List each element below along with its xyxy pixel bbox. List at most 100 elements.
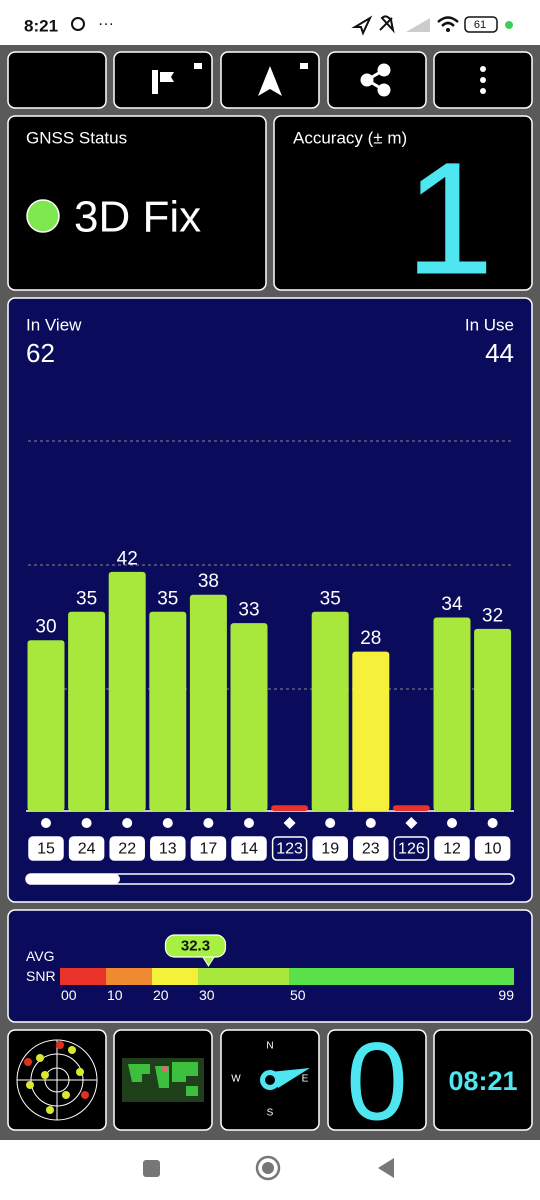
wifi-icon [437, 16, 459, 27]
speed-value: 0 [346, 1021, 407, 1144]
constellation-marker [41, 818, 51, 828]
clock-tile[interactable] [433, 1029, 533, 1131]
sat-id-box [231, 836, 267, 861]
status-time: 8:21 [24, 17, 58, 36]
bar [230, 623, 268, 811]
bar-label: 38 [198, 571, 219, 592]
scrollbar-thumb[interactable] [26, 874, 120, 884]
snr-segment [152, 968, 198, 985]
compass-s: S [267, 1108, 274, 1119]
lock-icon [300, 63, 308, 69]
constellation-marker [244, 818, 254, 828]
guide-lines [28, 440, 514, 690]
toolbar [7, 51, 533, 109]
bar-label: 33 [238, 600, 259, 621]
bar [352, 651, 390, 811]
constellation-marker [81, 818, 92, 828]
signal-icon [406, 18, 430, 32]
speed-tile[interactable] [327, 1029, 427, 1131]
sat-id: 17 [200, 841, 218, 858]
in-use-value: 44 [485, 338, 514, 368]
share-icon [360, 63, 391, 97]
accuracy-value: 1 [405, 129, 494, 308]
constellation-marker [203, 818, 214, 828]
lock-icon [194, 63, 202, 69]
bar [68, 611, 106, 811]
night-mode-button[interactable] [7, 51, 107, 109]
home-dot [262, 1162, 274, 1174]
constellation-marker [405, 817, 418, 829]
arrow-icon [258, 66, 282, 96]
bar-label: 35 [320, 588, 341, 609]
sat-id: 24 [78, 841, 96, 858]
in-view-label: In View [26, 316, 82, 335]
sat-id: 123 [276, 841, 303, 858]
compass-w: W [231, 1074, 241, 1085]
compass-n: N [266, 1041, 273, 1052]
bar [271, 805, 309, 811]
constellation-marker [447, 818, 457, 828]
panel-label: GNSS Status [26, 129, 127, 148]
sat-id: 12 [443, 841, 461, 858]
recents-button[interactable] [143, 1160, 160, 1177]
bar [392, 805, 430, 811]
sat-id-box [150, 836, 186, 861]
status-bar [0, 0, 540, 45]
skyplot [16, 1039, 98, 1121]
snr-tick-label: 10 [107, 987, 123, 1003]
position-marker [162, 1066, 168, 1072]
bar-label: 35 [157, 588, 178, 609]
snr-tick-label: 30 [199, 987, 215, 1003]
mute-icon [379, 15, 395, 34]
menu-icon [480, 66, 486, 94]
bar [311, 611, 349, 811]
bar [27, 640, 65, 811]
bars: 30 15 35 24 42 22 35 13 38 17 33 14 123 35 19 28 23 126 34… [27, 548, 512, 861]
bar-label: 42 [117, 548, 138, 569]
constellation-marker [122, 818, 133, 828]
snr-tick-label: 50 [290, 987, 306, 1003]
bar-label: 28 [360, 628, 381, 649]
wifi-dot [446, 28, 450, 32]
compass-needle [270, 1068, 310, 1088]
in-use-label: In Use [465, 316, 514, 335]
snr-average: 32.3 [181, 938, 210, 955]
location-icon [351, 15, 373, 36]
bar [108, 571, 146, 811]
compass-e: E [302, 1074, 309, 1085]
home-button[interactable] [255, 1155, 281, 1181]
bar-label: 30 [35, 617, 56, 638]
constellation-marker [365, 818, 376, 828]
battery-level: 61 [474, 19, 486, 31]
bar [474, 628, 512, 811]
compass-center [265, 1075, 275, 1085]
share-button[interactable] [327, 51, 427, 109]
in-view-value: 62 [26, 338, 55, 368]
sat-id-box [68, 836, 105, 861]
fix-status: 3D Fix [74, 193, 201, 242]
sat-id-box [312, 836, 348, 861]
constellation-marker [283, 817, 296, 829]
sat-id-box [190, 836, 227, 861]
skyplot-sats [24, 1041, 89, 1114]
sat-id-box [271, 836, 308, 861]
sat-id-box [474, 836, 511, 861]
fix-indicator [26, 199, 60, 233]
avg-label: AVG [26, 948, 55, 964]
sat-id-box [393, 836, 430, 861]
snr-segment [60, 968, 106, 985]
back-button[interactable] [378, 1158, 394, 1178]
panel-label: Accuracy (± m) [293, 129, 407, 148]
bar-label: 32 [482, 605, 503, 626]
continents [128, 1062, 198, 1096]
bar-label: 34 [441, 594, 463, 615]
clock-value: 08:21 [448, 1066, 517, 1096]
snr-scale: 00 10 20 30 50 99 32.3 [60, 934, 514, 1003]
sat-id: 13 [159, 841, 177, 858]
sat-id: 15 [37, 841, 55, 858]
gnss-status-panel [7, 115, 267, 291]
sat-id-box [109, 836, 145, 861]
snr-segment [198, 968, 289, 985]
accuracy-panel [273, 115, 533, 291]
